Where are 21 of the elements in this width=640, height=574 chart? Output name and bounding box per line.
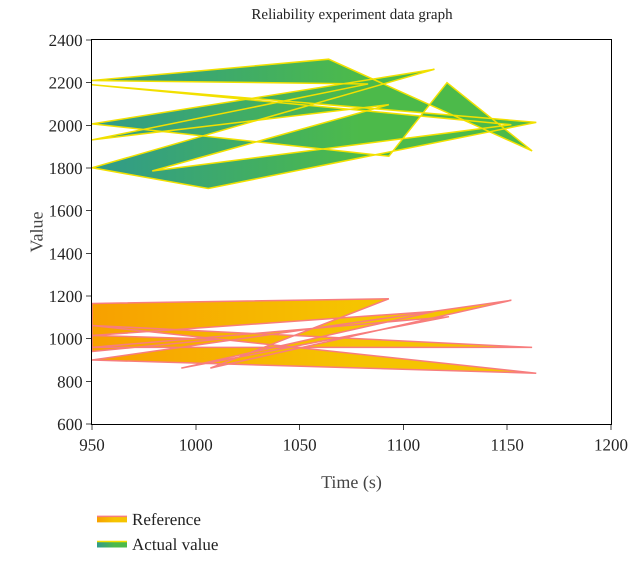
y-tick-label: 2400: [48, 30, 83, 50]
legend-label: Reference: [132, 510, 201, 529]
legend-label: Actual value: [132, 535, 218, 554]
x-tick-label: 1150: [490, 435, 524, 454]
y-axis-title: Value: [26, 212, 47, 252]
x-tick-label: 950: [79, 435, 105, 454]
x-tick-label: 1100: [386, 435, 420, 454]
y-tick-label: 1000: [48, 330, 83, 349]
chart-title: Reliability experiment data graph: [251, 7, 454, 24]
y-tick-label: 600: [57, 414, 83, 434]
x-tick-label: 1050: [282, 435, 317, 454]
y-tick-label: 1200: [48, 286, 83, 306]
x-axis-title: Time (s): [321, 472, 382, 492]
y-tick-label: 1400: [48, 244, 83, 264]
y-tick-label: 800: [57, 372, 83, 392]
y-tick-label: 2000: [48, 116, 83, 136]
y-tick-label: 1800: [48, 158, 83, 178]
x-tick-label: 1200: [594, 435, 628, 454]
y-tick-label: 2200: [48, 74, 83, 93]
x-tick-label: 1000: [178, 435, 213, 454]
y-tick-label: 1600: [48, 202, 83, 221]
